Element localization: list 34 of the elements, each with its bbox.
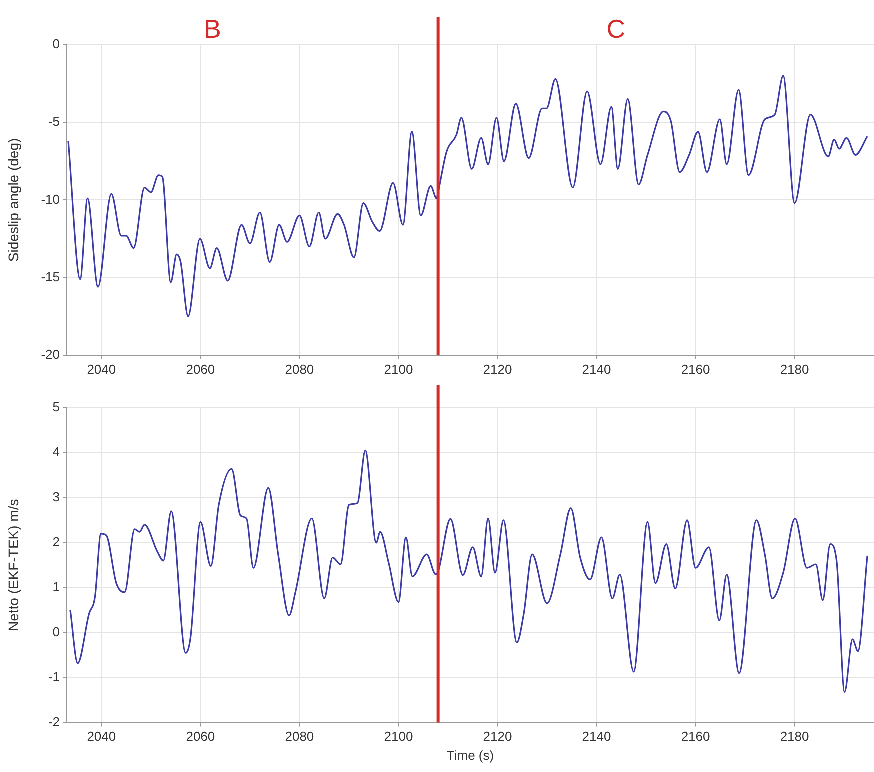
y-tick-label: 3 [52, 490, 60, 505]
x-tick-label: 2140 [582, 362, 612, 377]
x-tick-label: 2120 [483, 729, 512, 744]
y-axis-title: Netto (EKF-TEK) m/s [5, 499, 22, 632]
y-tick-label: -15 [41, 269, 60, 284]
x-tick-label: 2140 [582, 729, 612, 744]
x-tick-label: 2160 [681, 362, 710, 377]
y-tick-label: 0 [52, 624, 60, 640]
y-axis-title: Sideslip angle (deg) [5, 138, 22, 262]
y-tick-label: -20 [41, 346, 60, 362]
y-tick-label: 2 [52, 534, 60, 550]
x-tick-label: 2040 [87, 362, 116, 377]
y-tick-label: 5 [52, 400, 60, 415]
x-tick-label: 2060 [186, 729, 216, 744]
text: B [204, 14, 222, 44]
x-tick-label: 2040 [87, 729, 116, 744]
y-tick-label: 0 [52, 36, 60, 52]
x-tick-label: 2160 [681, 729, 710, 744]
x-tick-label: 2100 [384, 362, 414, 377]
x-axis-title: Time (s) [446, 748, 494, 763]
x-tick-label: 2180 [780, 729, 810, 744]
y-tick-label: -1 [48, 669, 60, 684]
x-tick-label: 2180 [780, 362, 810, 377]
y-tick-label: 4 [52, 444, 60, 460]
x-tick-label: 2100 [384, 729, 414, 744]
text: C [606, 14, 626, 44]
x-tick-label: 2080 [285, 729, 314, 744]
x-tick-label: 2080 [285, 362, 314, 377]
y-tick-label: -5 [48, 114, 60, 130]
y-tick-label: 1 [52, 579, 60, 594]
x-tick-label: 2120 [483, 362, 512, 377]
x-tick-label: 2060 [186, 362, 216, 377]
y-tick-label: -2 [48, 714, 60, 730]
y-tick-label: -10 [41, 192, 60, 207]
